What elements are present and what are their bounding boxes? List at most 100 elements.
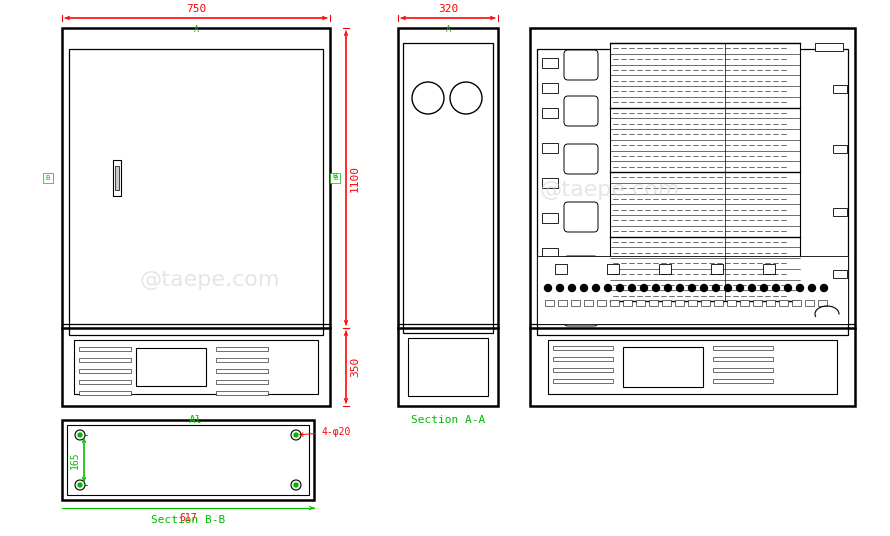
Circle shape — [593, 285, 600, 292]
Bar — [636, 300, 645, 306]
Circle shape — [748, 285, 756, 292]
Circle shape — [689, 285, 695, 292]
Bar — [649, 300, 658, 306]
Circle shape — [713, 285, 719, 292]
Bar — [727, 300, 736, 306]
Circle shape — [294, 483, 298, 487]
Bar — [833, 85, 847, 93]
Bar — [74, 340, 318, 394]
Text: @taepe.com: @taepe.com — [539, 180, 680, 200]
Circle shape — [773, 285, 780, 292]
FancyBboxPatch shape — [564, 202, 598, 232]
Text: 1100: 1100 — [350, 165, 360, 191]
Bar — [701, 300, 710, 306]
Bar — [79, 380, 131, 384]
FancyBboxPatch shape — [564, 296, 598, 326]
Circle shape — [75, 480, 85, 490]
Bar — [542, 58, 558, 68]
Bar — [675, 300, 684, 306]
Text: Section B-B: Section B-B — [151, 515, 225, 525]
Bar — [216, 380, 268, 384]
Bar — [62, 420, 314, 500]
Bar — [216, 391, 268, 395]
Bar — [542, 83, 558, 93]
Bar — [833, 270, 847, 278]
Circle shape — [291, 430, 301, 440]
Text: @taepe.com: @taepe.com — [140, 270, 280, 290]
Bar — [216, 369, 268, 373]
Text: B: B — [333, 175, 337, 181]
Bar — [662, 300, 671, 306]
Bar — [537, 256, 848, 324]
Text: 165: 165 — [70, 451, 80, 469]
Bar — [571, 300, 580, 306]
Circle shape — [641, 285, 648, 292]
Text: 617: 617 — [179, 513, 197, 523]
Text: Al: Al — [190, 415, 203, 425]
Bar — [610, 43, 800, 301]
Bar — [408, 338, 488, 396]
Bar — [792, 300, 801, 306]
Bar — [833, 145, 847, 153]
Bar — [818, 300, 827, 306]
Bar — [623, 300, 632, 306]
Circle shape — [604, 285, 611, 292]
Circle shape — [784, 285, 791, 292]
Circle shape — [580, 285, 587, 292]
Circle shape — [450, 82, 482, 114]
Bar — [398, 28, 498, 406]
Text: 4-φ20: 4-φ20 — [300, 427, 351, 437]
Bar — [553, 379, 613, 383]
Bar — [548, 340, 837, 394]
Bar — [553, 346, 613, 350]
Circle shape — [652, 285, 659, 292]
Text: B: B — [46, 175, 50, 181]
Bar — [403, 43, 493, 333]
Text: A: A — [446, 25, 450, 34]
Circle shape — [700, 285, 708, 292]
Bar — [623, 347, 703, 387]
Bar — [597, 300, 606, 306]
Bar — [113, 160, 121, 196]
Bar — [713, 368, 773, 372]
Bar — [688, 300, 697, 306]
Bar — [542, 108, 558, 118]
Circle shape — [294, 433, 298, 437]
Bar — [542, 248, 558, 258]
Bar — [805, 300, 814, 306]
Text: A: A — [193, 25, 198, 34]
Bar — [711, 264, 723, 274]
Bar — [67, 425, 309, 495]
Text: 750: 750 — [186, 4, 206, 14]
Text: 350: 350 — [350, 357, 360, 377]
Circle shape — [737, 285, 743, 292]
Bar — [713, 346, 773, 350]
Bar — [713, 357, 773, 361]
Bar — [216, 347, 268, 351]
Circle shape — [797, 285, 804, 292]
Circle shape — [676, 285, 684, 292]
Bar — [753, 300, 762, 306]
Bar — [79, 391, 131, 395]
Bar — [542, 143, 558, 153]
FancyBboxPatch shape — [564, 96, 598, 126]
Bar — [815, 43, 843, 51]
Bar — [610, 300, 619, 306]
Circle shape — [724, 285, 732, 292]
Bar — [779, 300, 788, 306]
Bar — [62, 28, 330, 406]
Circle shape — [808, 285, 815, 292]
Bar — [545, 300, 554, 306]
Text: Section A-A: Section A-A — [411, 415, 485, 425]
Bar — [766, 300, 775, 306]
Bar — [553, 368, 613, 372]
Circle shape — [760, 285, 767, 292]
Circle shape — [617, 285, 624, 292]
FancyBboxPatch shape — [564, 256, 598, 286]
Circle shape — [78, 433, 82, 437]
Bar — [558, 300, 567, 306]
Circle shape — [545, 285, 552, 292]
Bar — [43, 173, 53, 183]
Circle shape — [665, 285, 671, 292]
Bar — [136, 348, 206, 386]
